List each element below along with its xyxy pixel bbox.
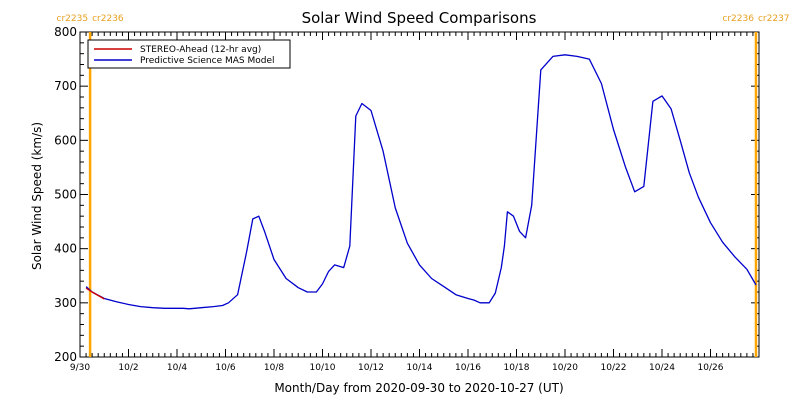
- legend-entry: Predictive Science MAS Model: [140, 56, 275, 66]
- x-tick-label: 10/6: [215, 363, 235, 373]
- x-tick-label: 10/2: [118, 363, 138, 373]
- series-lines: [85, 54, 757, 310]
- carrington-label-before: cr2235: [57, 14, 89, 24]
- x-tick-label: 10/24: [649, 363, 675, 373]
- y-tick-label: 700: [54, 79, 77, 93]
- carrington-label-after: cr2236: [92, 14, 124, 24]
- y-tick-label: 500: [54, 188, 77, 202]
- y-tick-label: 200: [54, 350, 77, 364]
- legend-entry: STEREO-Ahead (12-hr avg): [140, 45, 261, 55]
- y-tick-label: 600: [54, 133, 77, 147]
- carrington-label-after: cr2237: [758, 14, 790, 24]
- x-tick-label: 10/14: [407, 363, 433, 373]
- legend: STEREO-Ahead (12-hr avg)Predictive Scien…: [87, 39, 291, 69]
- x-tick-label: 9/30: [70, 363, 90, 373]
- carrington-label-before: cr2236: [722, 14, 754, 24]
- x-tick-label: 10/10: [310, 363, 336, 373]
- y-tick-label: 400: [54, 242, 77, 256]
- x-tick-label: 10/8: [264, 363, 284, 373]
- y-axis-label: Solar Wind Speed (km/s): [30, 122, 44, 270]
- axis-ticks: 200 300 400 500 600 700 800 9/30 10/2 10/4 10/6 10/…: [54, 25, 760, 373]
- y-tick-label: 300: [54, 296, 77, 310]
- x-tick-label: 10/12: [358, 363, 384, 373]
- x-tick-label: 10/4: [167, 363, 187, 373]
- x-tick-label: 10/26: [698, 363, 724, 373]
- series-line-stereo-ahead: [85, 287, 105, 300]
- x-tick-label: 10/16: [455, 363, 481, 373]
- y-tick-label: 800: [54, 25, 77, 39]
- series-line-mas-model: [85, 54, 757, 310]
- x-axis-label: Month/Day from 2020-09-30 to 2020-10-27 …: [274, 381, 563, 395]
- legend-box: [87, 39, 291, 69]
- x-tick-label: 10/18: [504, 363, 530, 373]
- x-tick-label: 10/22: [601, 363, 627, 373]
- carrington-markers: cr2235 cr2236 cr2236 cr2237: [57, 14, 790, 357]
- chart-title: Solar Wind Speed Comparisons: [302, 9, 537, 27]
- x-tick-label: 10/20: [552, 363, 578, 373]
